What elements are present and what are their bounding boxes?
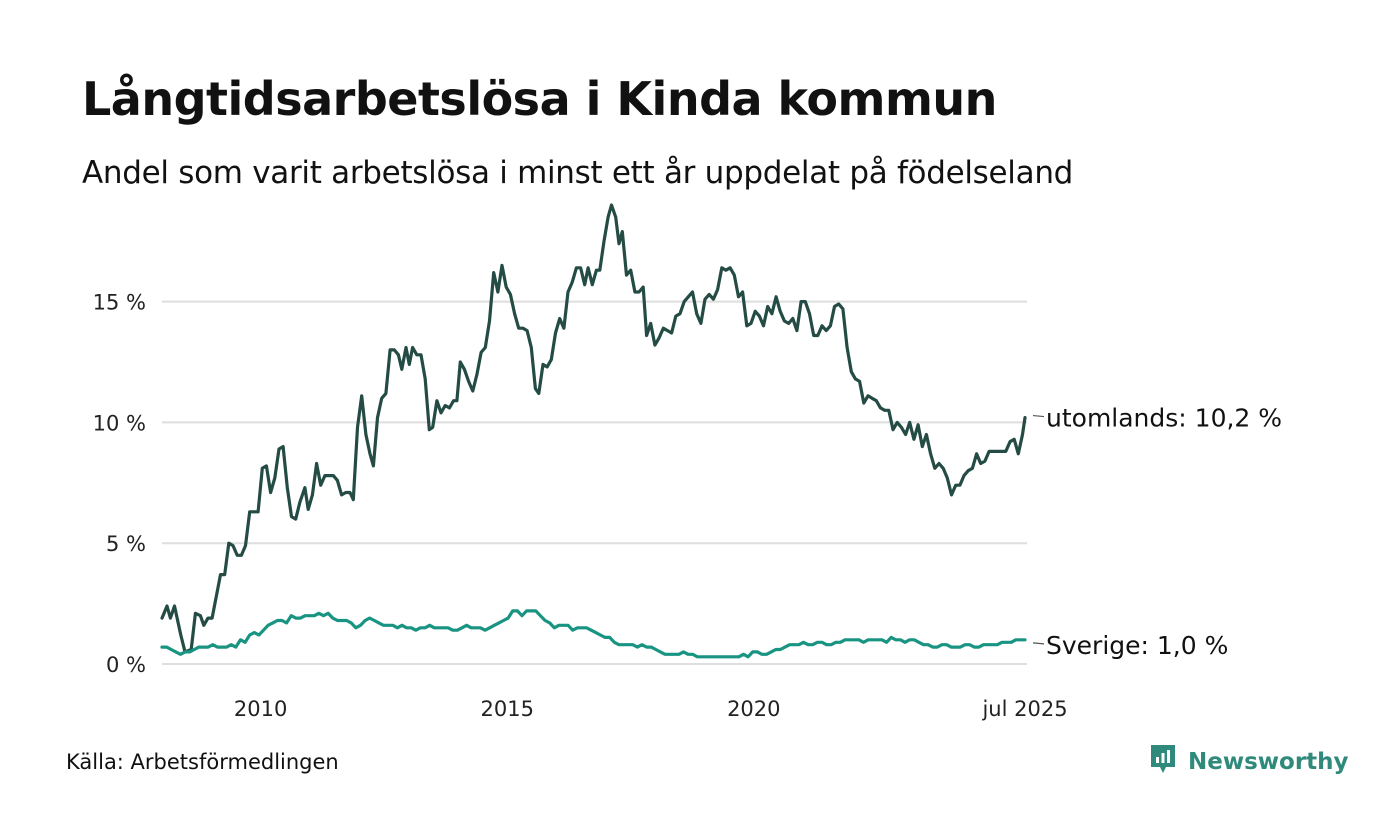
chart-title: Långtidsarbetslösa i Kinda kommun <box>82 72 997 126</box>
x-tick-label: 2020 <box>727 697 780 721</box>
y-tick-label: 5 % <box>106 532 146 556</box>
series-end-labels: utomlands: 10,2 % Sverige: 1,0 % <box>1032 404 1282 660</box>
y-tick-label: 15 % <box>93 291 146 315</box>
brand-name: Newsworthy <box>1188 749 1349 775</box>
end-label-connector <box>1032 642 1045 645</box>
source-note: Källa: Arbetsförmedlingen <box>66 750 339 774</box>
end-label-connector <box>1032 414 1045 418</box>
newsworthy-logo-icon <box>1148 742 1178 782</box>
chart-subtitle: Andel som varit arbetslösa i minst ett å… <box>82 155 1074 191</box>
x-tick-label: 2010 <box>234 697 287 721</box>
end-label-utomlands: utomlands: 10,2 % <box>1046 404 1282 433</box>
end-label-sverige: Sverige: 1,0 % <box>1046 631 1228 660</box>
series-line-utomlands <box>160 203 1027 654</box>
y-axis-ticks: 0 % 5 % 10 % 15 % <box>93 291 146 677</box>
y-tick-label: 10 % <box>93 411 146 435</box>
y-tick-label: 0 % <box>106 653 146 677</box>
brand-logo: Newsworthy <box>1148 742 1349 782</box>
gridlines <box>162 300 1027 665</box>
x-axis-ticks: 2010 2015 2020 jul 2025 <box>234 697 1068 721</box>
series-lines <box>160 203 1027 659</box>
x-tick-label: jul 2025 <box>981 697 1067 721</box>
series-line-sverige <box>160 609 1027 659</box>
x-tick-label: 2015 <box>480 697 533 721</box>
